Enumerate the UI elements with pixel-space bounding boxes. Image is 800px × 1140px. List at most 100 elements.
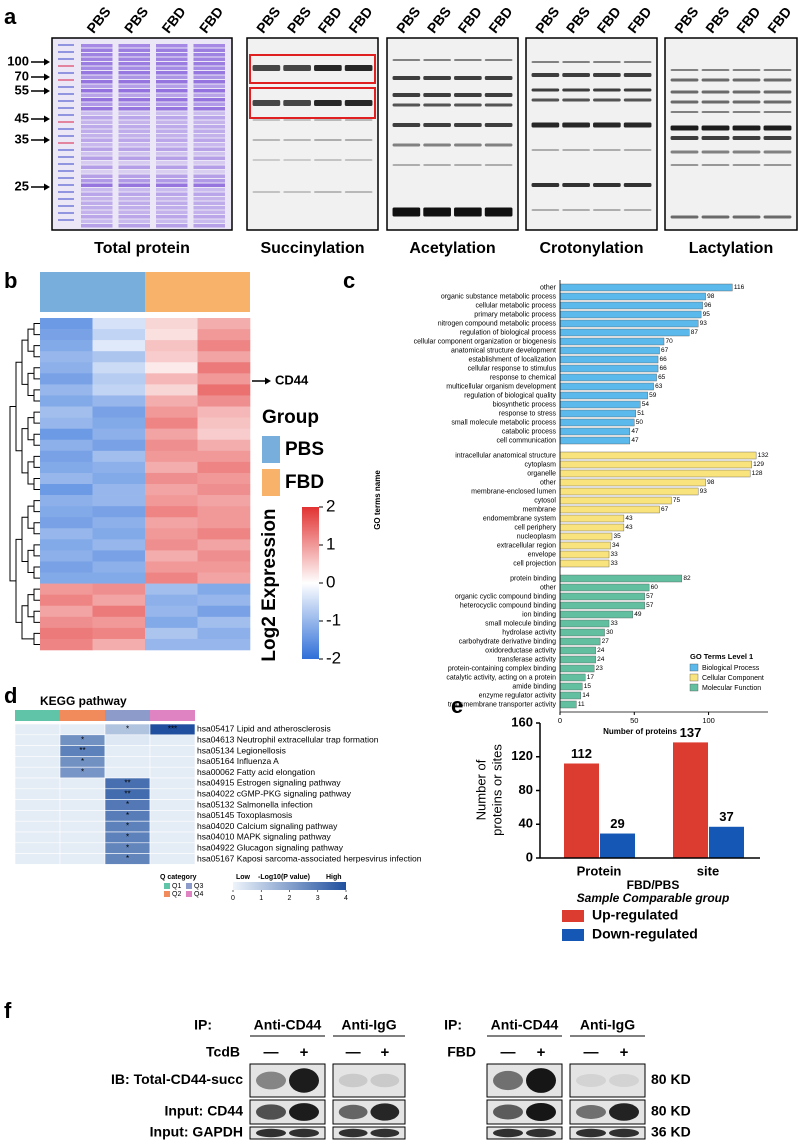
protein-band xyxy=(193,224,225,228)
size-label: 36 KD xyxy=(651,1124,691,1140)
heat-cell xyxy=(92,539,146,551)
row-label: hsa05417 Lipid and atherosclerosis xyxy=(197,724,331,734)
blot-band xyxy=(454,59,482,61)
bar xyxy=(559,436,631,445)
dendrogram xyxy=(27,372,34,396)
heat-cell xyxy=(197,484,251,496)
value-label: 14 xyxy=(582,692,590,699)
heat-cell xyxy=(149,810,196,822)
protein-band xyxy=(193,215,225,219)
blot-band xyxy=(593,209,621,211)
value-label: 96 xyxy=(704,302,712,309)
protein-band xyxy=(193,219,225,223)
treatment-label: FBD xyxy=(447,1044,476,1060)
colorbar-tick-label: 4 xyxy=(344,895,348,902)
y-tick-label: 120 xyxy=(511,748,533,763)
blot-band xyxy=(701,111,730,113)
colorbar-tick-label: 2 xyxy=(288,895,292,902)
column-bar xyxy=(15,710,60,721)
value-label: 35 xyxy=(614,533,622,540)
blot-band xyxy=(609,1103,639,1121)
blot-band xyxy=(562,183,590,187)
legend-swatch xyxy=(562,910,584,922)
protein-band xyxy=(193,57,225,61)
protein-band xyxy=(193,192,225,196)
blot-band xyxy=(562,73,590,77)
dendrogram xyxy=(33,477,40,491)
value-label: 67 xyxy=(661,347,669,354)
protein-band xyxy=(118,48,150,52)
value-label: 24 xyxy=(597,647,605,654)
protein-band xyxy=(193,129,225,133)
blot-band xyxy=(493,1070,523,1091)
heat-cell xyxy=(40,362,93,374)
protein-band xyxy=(81,179,113,183)
protein-band xyxy=(118,201,150,205)
heat-cell xyxy=(59,723,106,736)
ladder-band xyxy=(58,170,74,172)
protein-band xyxy=(156,111,188,115)
ladder-band xyxy=(58,219,74,221)
category-label: envelope xyxy=(528,551,557,558)
blot-band xyxy=(670,69,699,71)
blot-band xyxy=(562,209,590,211)
bar xyxy=(559,487,699,496)
protein-band xyxy=(118,107,150,111)
heat-cell xyxy=(40,318,93,330)
blot-band xyxy=(576,1128,606,1138)
protein-band xyxy=(156,224,188,228)
heat-cell xyxy=(92,362,146,374)
blot-image xyxy=(332,1063,406,1098)
heat-cell xyxy=(92,318,146,330)
blot-band xyxy=(526,1068,556,1093)
blot-band xyxy=(763,150,792,154)
protein-band xyxy=(156,161,188,165)
protein-band xyxy=(81,80,113,84)
category-label: cell communication xyxy=(496,437,556,444)
marker-label: 35 xyxy=(15,131,29,146)
dendrogram xyxy=(33,544,40,557)
ip-label: IP: xyxy=(444,1017,462,1033)
row-label: hsa05167 Kaposi sarcoma-associated herpe… xyxy=(197,853,422,863)
legend-swatch xyxy=(689,663,699,672)
heat-cell xyxy=(40,638,93,651)
heat-cell xyxy=(197,616,251,629)
panel-letter: a xyxy=(4,4,17,29)
value-label: 33 xyxy=(611,560,619,567)
blot-band xyxy=(763,69,792,71)
category-label: response to chemical xyxy=(490,374,557,381)
heat-cell xyxy=(92,495,146,507)
bar xyxy=(559,610,634,619)
blot-band xyxy=(392,123,421,127)
blot-band xyxy=(593,98,621,102)
protein-band xyxy=(156,138,188,142)
blot-band xyxy=(338,1128,368,1138)
lane-label: PBS xyxy=(393,4,423,37)
treatment-sign: — xyxy=(584,1044,599,1061)
bar xyxy=(559,559,610,568)
blot-band xyxy=(283,100,311,106)
value-label: 75 xyxy=(673,497,681,504)
protein-band xyxy=(118,57,150,61)
lane-label: FBD xyxy=(624,4,654,37)
blot-band xyxy=(732,69,761,71)
bar xyxy=(559,655,596,664)
category-label: hydrolase activity xyxy=(502,629,556,636)
blot-band xyxy=(454,93,482,97)
blot-band xyxy=(283,159,311,161)
treatment-sign: + xyxy=(537,1044,546,1061)
category-label: cytoplasm xyxy=(524,461,556,468)
heat-cell xyxy=(92,395,146,407)
y-tick-label: 0 xyxy=(526,849,533,864)
category-label: biosynthetic process xyxy=(493,401,557,408)
treatment-label: TcdB xyxy=(206,1044,240,1060)
protein-band xyxy=(156,98,188,102)
protein-band xyxy=(81,102,113,106)
blot-band xyxy=(732,125,761,131)
blot-band xyxy=(562,98,590,102)
blot-band xyxy=(423,103,451,107)
category-label: ion binding xyxy=(522,611,556,618)
heat-cell xyxy=(145,528,198,540)
protein-band xyxy=(156,84,188,88)
legend-title: GO Terms Level 1 xyxy=(690,652,753,661)
